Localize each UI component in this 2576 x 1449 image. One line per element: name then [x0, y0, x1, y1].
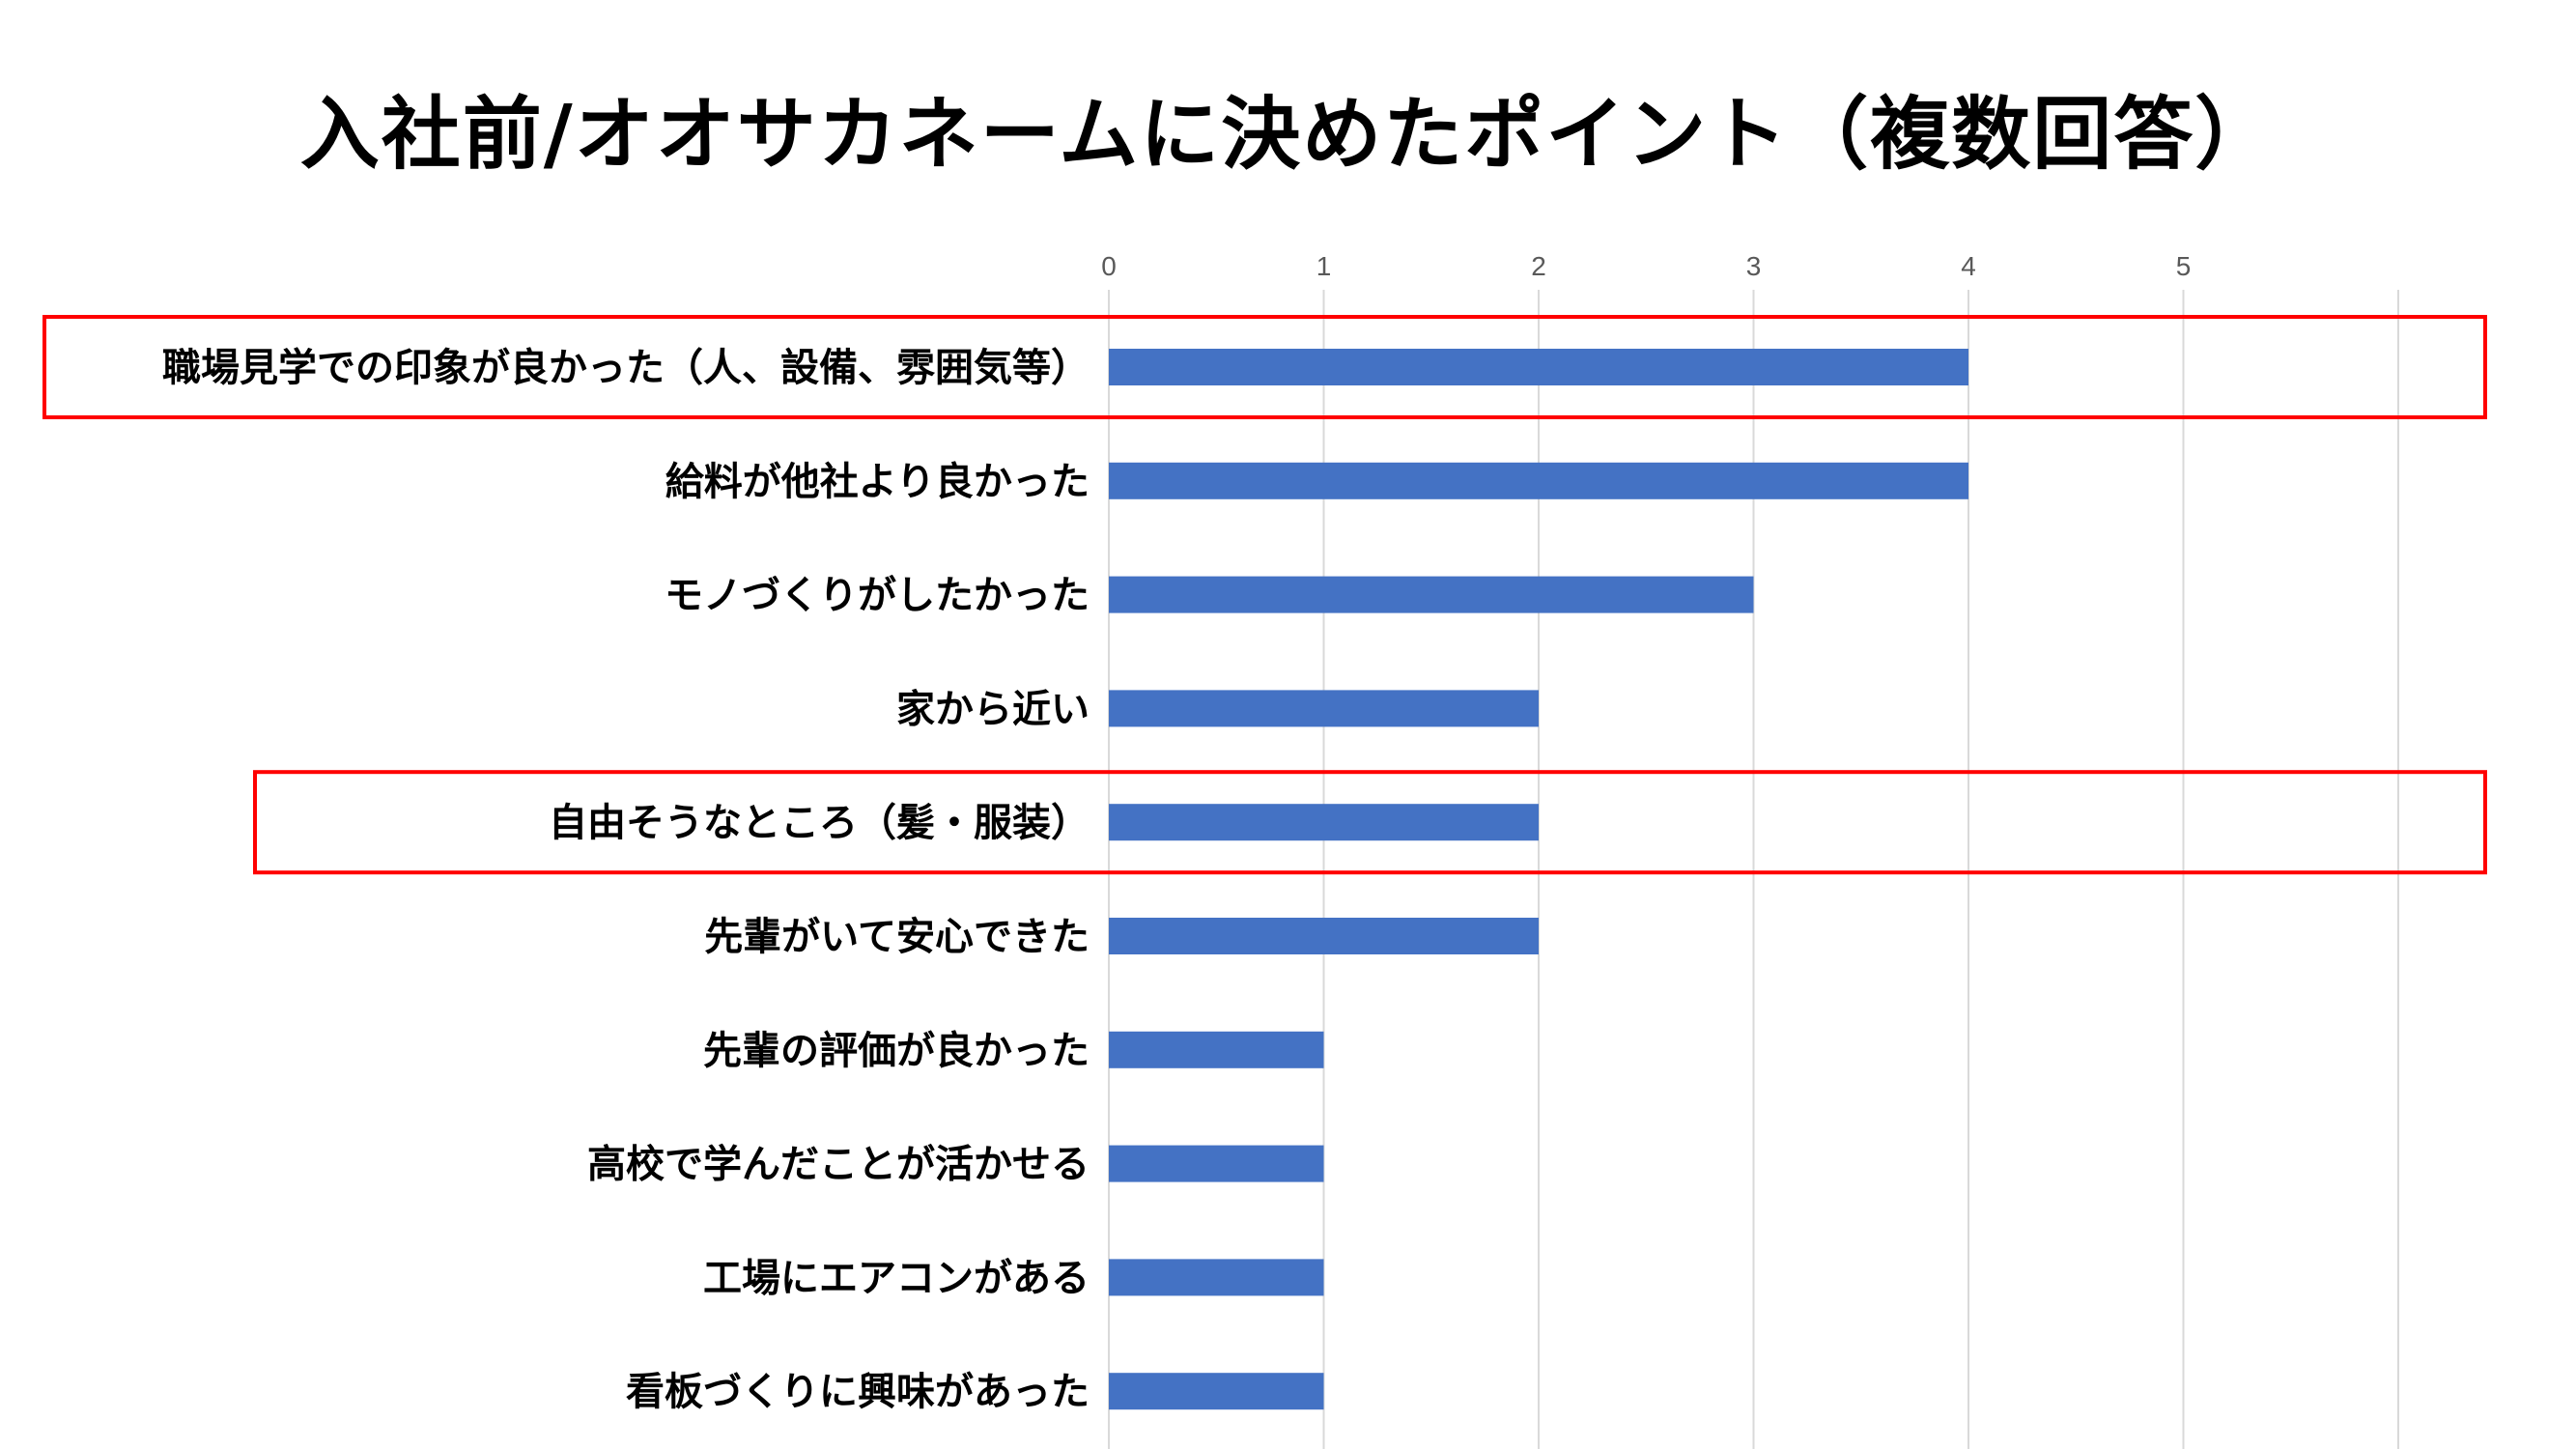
bar	[1109, 349, 1968, 385]
category-label: 給料が他社より良かった	[665, 460, 1090, 504]
x-tick-label: 5	[2176, 251, 2192, 281]
category-label: 先輩の評価が良かった	[703, 1029, 1090, 1073]
category-label: 看板づくりに興味があった	[626, 1370, 1090, 1414]
category-label: モノづくりがしたかった	[665, 574, 1090, 618]
bar	[1109, 1031, 1324, 1068]
category-labels: 職場見学での印象が良かった（人、設備、雰囲気等） 給料が他社より良かったモノづくり…	[162, 346, 1090, 1414]
highlight-boxes	[42, 315, 2487, 875]
bar	[1109, 576, 1754, 613]
bar	[1109, 1373, 1324, 1410]
category-label: 先輩がいて安心できた	[704, 915, 1090, 959]
category-label: 家から近い	[896, 687, 1090, 731]
bar	[1109, 1259, 1324, 1296]
bar	[1109, 804, 1539, 841]
highlight-box	[42, 315, 2487, 419]
bar	[1109, 1145, 1324, 1182]
category-label: 自由そうなところ（髪・服装）	[549, 801, 1090, 845]
category-label: 職場見学での印象が良かった（人、設備、雰囲気等）	[162, 346, 1090, 390]
x-tick-label: 1	[1316, 251, 1332, 281]
category-label: 工場にエアコンがある	[703, 1256, 1090, 1300]
category-label: 高校で学んだことが活かせる	[587, 1143, 1090, 1187]
bar	[1109, 690, 1539, 727]
chart-title: 入社前/オオサカネームに決めたポイント（複数回答）	[299, 89, 2277, 181]
x-axis-ticks: 0 1 2 3 4 5	[1101, 251, 2191, 281]
highlight-box	[253, 770, 2487, 875]
x-tick-label: 3	[1746, 251, 1762, 281]
bar	[1109, 918, 1539, 954]
x-tick-label: 0	[1101, 251, 1117, 281]
bars	[1109, 349, 1968, 1410]
x-tick-label: 4	[1961, 251, 1976, 281]
bar	[1109, 462, 1968, 499]
x-tick-label: 2	[1531, 251, 1546, 281]
